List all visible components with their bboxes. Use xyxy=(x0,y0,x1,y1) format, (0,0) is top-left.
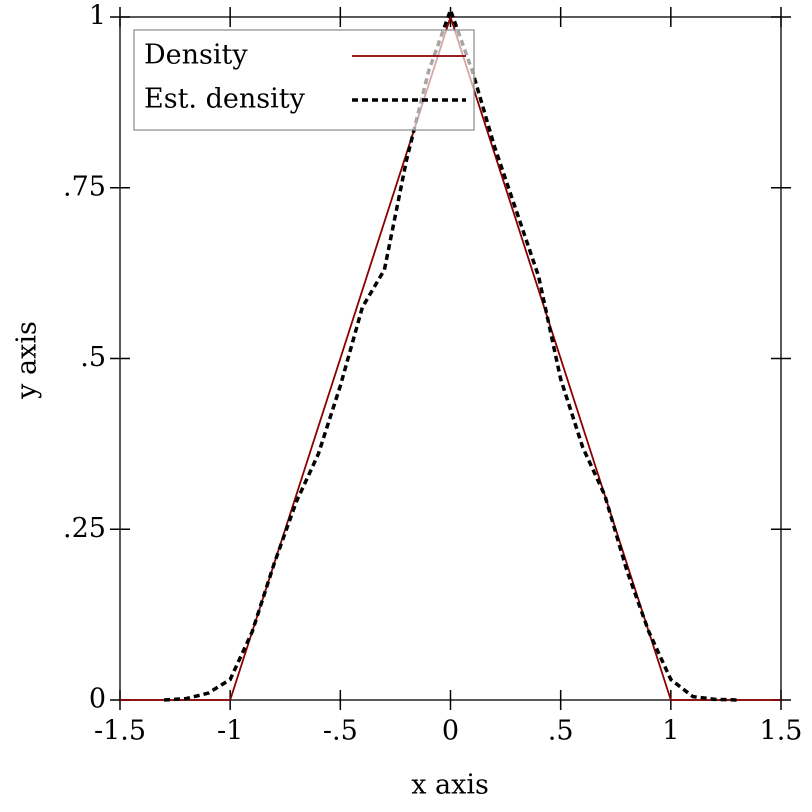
y-tick-label: .75 xyxy=(63,171,106,202)
legend-box xyxy=(133,29,475,131)
x-tick-label: 1.5 xyxy=(760,716,803,747)
x-tick-label: -.5 xyxy=(323,716,358,747)
x-tick-label: 0 xyxy=(442,716,459,747)
legend-label: Est. density xyxy=(144,84,306,115)
y-tick-label: 0 xyxy=(89,684,106,715)
y-axis-label: y axis xyxy=(12,321,43,400)
y-tick-label: .25 xyxy=(63,513,106,544)
y-tick-label: 1 xyxy=(89,1,106,32)
x-tick-label: 1 xyxy=(662,716,679,747)
x-tick-label: -1.5 xyxy=(94,716,146,747)
legend-label: Density xyxy=(144,40,248,71)
line-series xyxy=(120,14,781,701)
x-tick-label: -1 xyxy=(217,716,243,747)
y-tick-label: .5 xyxy=(80,342,106,373)
x-axis-label: x axis xyxy=(411,770,489,801)
x-tick-label: .5 xyxy=(548,716,574,747)
